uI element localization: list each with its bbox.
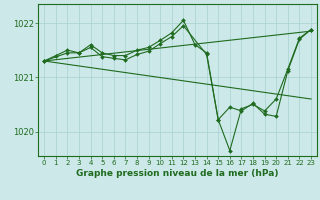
X-axis label: Graphe pression niveau de la mer (hPa): Graphe pression niveau de la mer (hPa) xyxy=(76,169,279,178)
